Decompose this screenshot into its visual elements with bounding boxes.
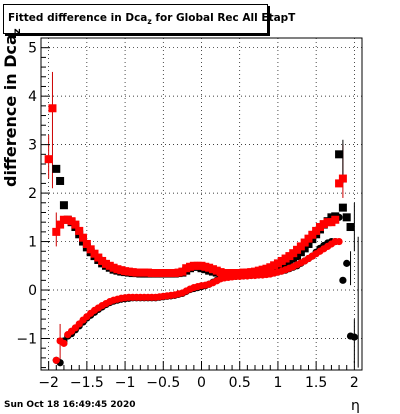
- data-point-square: [342, 213, 351, 222]
- data-point-square: [331, 215, 340, 224]
- data-point-circle: [52, 356, 60, 364]
- x-tick-label: −1.5: [70, 375, 104, 391]
- data-point-square: [71, 220, 80, 229]
- data-point-square: [52, 164, 61, 173]
- x-tick-label: −0.5: [146, 375, 180, 391]
- data-point-circle: [60, 339, 68, 347]
- x-tick-label: 2: [350, 375, 359, 391]
- data-point-square: [79, 233, 88, 242]
- data-point-square: [56, 220, 65, 229]
- data-point-circle: [350, 333, 358, 341]
- y-axis-label-subscript: z: [12, 28, 24, 35]
- y-tick-label: −1: [16, 331, 37, 347]
- data-points: [44, 104, 358, 367]
- data-point-square: [44, 155, 53, 164]
- data-point-circle: [339, 276, 347, 284]
- chart-title-prefix: Fitted difference in Dca: [8, 11, 148, 24]
- data-point-square: [338, 174, 347, 183]
- data-point-square: [75, 226, 84, 235]
- chart-title-suffix: for Global Rec All EtapT: [151, 11, 296, 24]
- data-point-square: [59, 201, 68, 210]
- x-tick-label: 0: [197, 375, 206, 391]
- x-tick-label: 0.5: [229, 375, 251, 391]
- y-tick-label: 2: [28, 186, 37, 202]
- x-tick-label: 1.5: [305, 375, 327, 391]
- y-tick-label: 1: [28, 235, 37, 251]
- data-point-square: [346, 223, 355, 232]
- data-point-circle: [343, 259, 351, 267]
- y-axis-label: difference in Dcaz: [1, 28, 25, 187]
- axes: −2 −1.5 −1 −0.5 0 0.5 1 1.5 2 −1 0 1 2 3 4 5: [16, 37, 363, 391]
- chart-title-box: Fitted difference in Dcaz for Global Rec…: [3, 4, 295, 34]
- data-point-square: [48, 104, 57, 113]
- y-tick-label: 4: [28, 89, 37, 105]
- timestamp-footer: Sun Oct 18 16:49:45 2020: [4, 400, 136, 410]
- data-point-square: [335, 179, 344, 188]
- y-axis-label-text: difference in Dca: [1, 34, 20, 187]
- data-point-square: [82, 239, 91, 248]
- data-point-circle: [335, 237, 343, 246]
- chart-title: Fitted difference in Dcaz for Global Rec…: [4, 12, 295, 26]
- data-point-square: [56, 176, 65, 185]
- chart-title-subscript: z: [147, 17, 152, 27]
- data-point-square: [52, 227, 61, 236]
- x-tick-label: −2: [38, 375, 59, 391]
- data-point-square: [338, 203, 347, 212]
- data-point-square: [335, 150, 344, 159]
- data-point-square: [86, 245, 95, 254]
- y-tick-label: 3: [28, 138, 37, 154]
- y-tick-label: 0: [28, 283, 37, 299]
- x-tick-label: −1: [115, 375, 136, 391]
- x-axis-label: η: [351, 398, 360, 414]
- y-tick-label: 5: [28, 41, 37, 57]
- x-tick-label: 1: [273, 375, 282, 391]
